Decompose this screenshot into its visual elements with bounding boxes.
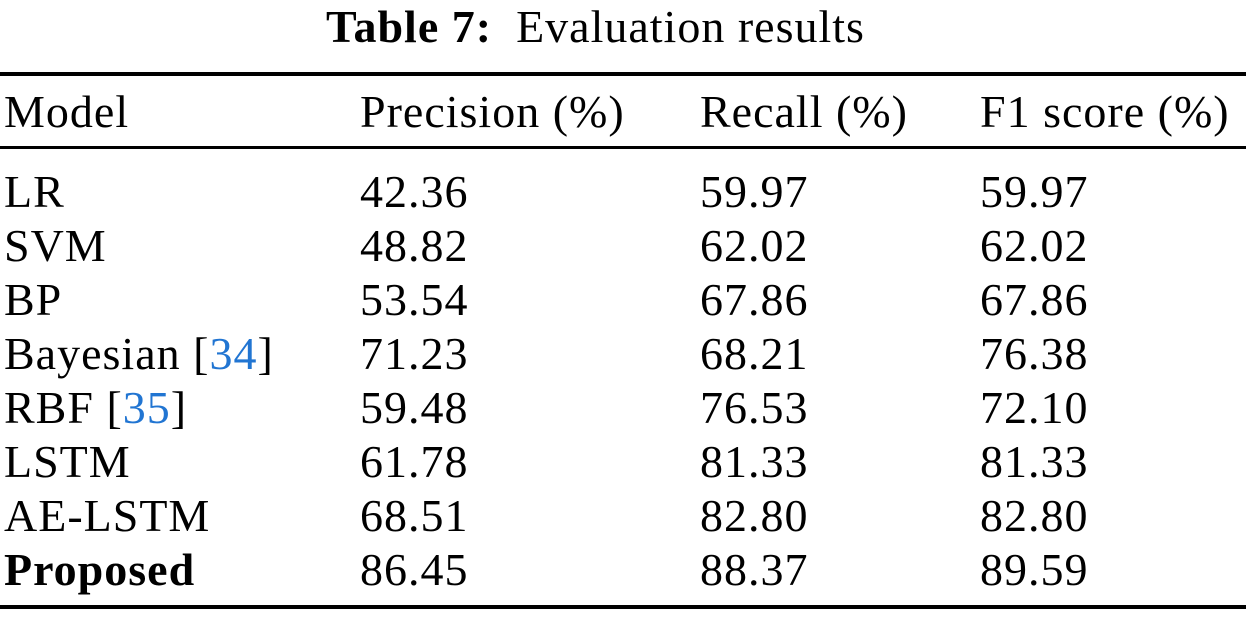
f1-cell: 82.80 [980,490,1089,541]
f1-cell: 62.02 [980,220,1089,271]
model-cell: AE-LSTM [4,490,211,541]
recall-cell: 67.86 [700,274,809,325]
model-cell: BP [4,274,63,325]
col-header-precision: Precision (%) [356,74,696,149]
citation-open-bracket: [ [193,328,210,379]
precision-cell: 61.78 [360,436,469,487]
f1-cell: 67.86 [980,274,1089,325]
recall-cell: 81.33 [700,436,809,487]
header-row: Model Precision (%) Recall (%) F1 score … [0,74,1246,149]
recall-cell: 76.53 [700,382,809,433]
recall-cell: 88.37 [700,544,809,595]
table-row-svm: SVM 48.82 62.02 62.02 [0,219,1246,273]
table-row-lr: LR 42.36 59.97 59.97 [0,148,1246,220]
table-caption: Table 7: Evaluation results [326,0,1246,53]
table-row-bp: BP 53.54 67.86 67.86 [0,273,1246,327]
table-row-bayesian: Bayesian [34] 71.23 68.21 76.38 [0,327,1246,381]
citation-close-bracket: ] [257,328,274,379]
f1-cell: 72.10 [980,382,1089,433]
f1-cell: 76.38 [980,328,1089,379]
precision-cell: 86.45 [360,544,469,595]
model-cell: LSTM [4,436,131,487]
f1-cell: 59.97 [980,166,1089,217]
f1-cell: 81.33 [980,436,1089,487]
recall-cell: 82.80 [700,490,809,541]
model-name: RBF [4,382,94,433]
precision-cell: 42.36 [360,166,469,217]
recall-cell: 62.02 [700,220,809,271]
table-row-ae-lstm: AE-LSTM 68.51 82.80 82.80 [0,489,1246,543]
f1-cell: 89.59 [980,544,1089,595]
table-row-rbf: RBF [35] 59.48 76.53 72.10 [0,381,1246,435]
model-cell: Proposed [4,544,196,595]
table-row-lstm: LSTM 61.78 81.33 81.33 [0,435,1246,489]
table-row-proposed: Proposed 86.45 88.37 89.59 [0,543,1246,607]
table-caption-label: Table 7: [326,1,493,52]
recall-cell: 59.97 [700,166,809,217]
precision-cell: 71.23 [360,328,469,379]
precision-cell: 53.54 [360,274,469,325]
precision-cell: 48.82 [360,220,469,271]
model-cell: RBF [35] [0,381,356,435]
citation-open-bracket: [ [106,382,123,433]
model-cell: Bayesian [34] [0,327,356,381]
evaluation-results-table: Model Precision (%) Recall (%) F1 score … [0,72,1246,609]
model-cell: SVM [4,220,107,271]
precision-cell: 59.48 [360,382,469,433]
col-header-model: Model [0,74,356,149]
citation-link[interactable]: 34 [209,328,258,379]
recall-cell: 68.21 [700,328,809,379]
precision-cell: 68.51 [360,490,469,541]
model-name: Bayesian [4,328,181,379]
citation-link[interactable]: 35 [122,382,171,433]
col-header-recall: Recall (%) [696,74,976,149]
model-cell: LR [4,166,65,217]
table-caption-text: Evaluation results [516,1,865,52]
citation-close-bracket: ] [170,382,188,433]
col-header-f1-score: F1 score (%) [976,74,1246,149]
